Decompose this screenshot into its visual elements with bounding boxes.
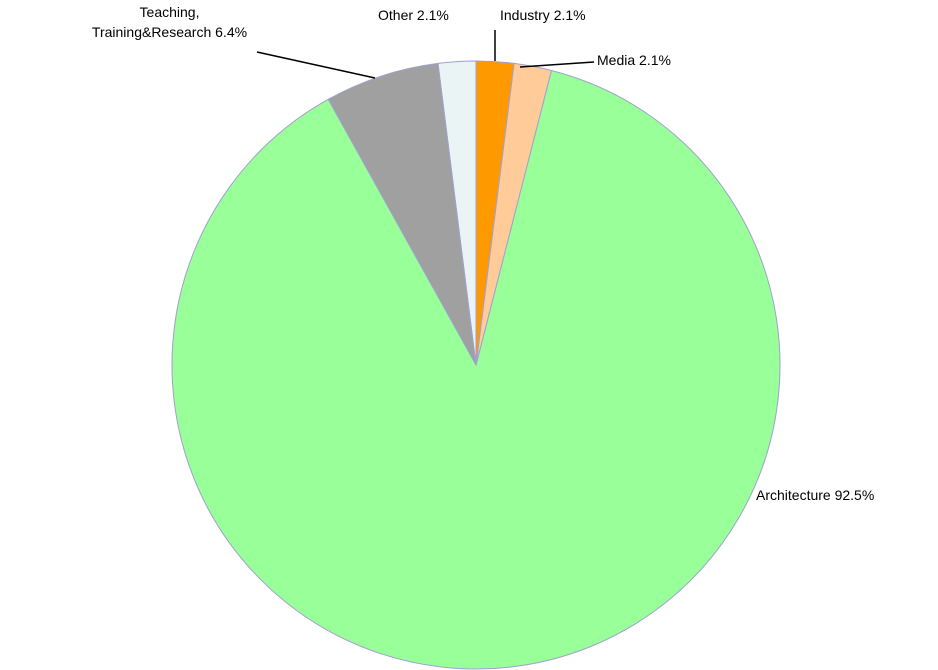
pie-slice (475, 60, 515, 366)
slice-name: Industry (500, 7, 550, 23)
slice-value: 6.4% (215, 24, 248, 40)
slice-label: Teaching, Training&Research 6.4% (82, 2, 257, 42)
leader-line (256, 51, 376, 79)
slice-label: Industry 2.1% (500, 5, 586, 25)
slice-name: Architecture (756, 487, 831, 503)
slice-value: 2.1% (639, 52, 671, 68)
slice-name: Teaching, Training&Research (91, 4, 212, 40)
pie-slice (171, 69, 781, 670)
leader-line (519, 61, 595, 68)
slice-value: 2.1% (416, 7, 449, 23)
slice-label: Other 2.1% (378, 5, 449, 25)
slice-label: Architecture 92.5% (756, 485, 874, 505)
slice-value: 92.5% (834, 487, 875, 503)
slice-name: Other (378, 7, 414, 23)
slice-name: Media (597, 52, 636, 68)
slice-value: 2.1% (553, 7, 586, 23)
slice-label: Media 2.1% (597, 50, 671, 70)
